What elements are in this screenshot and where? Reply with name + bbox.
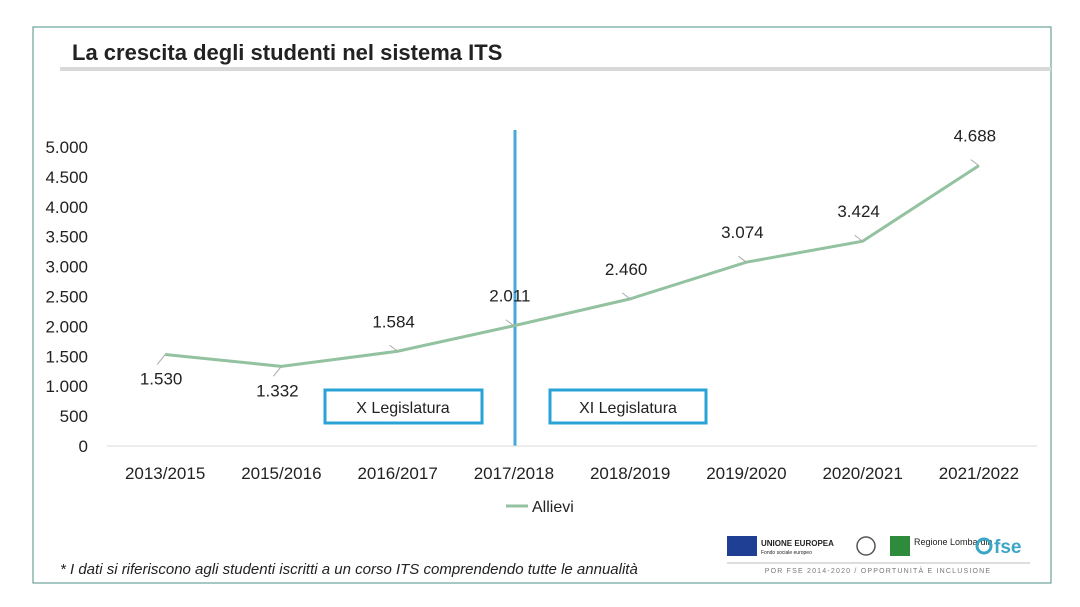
annotation-box [548,388,708,425]
data-label: 1.530 [140,370,183,389]
annotation: X Legislatura [356,400,449,417]
y-tick-label: 1.000 [45,377,88,396]
data-label: 4.688 [954,127,997,146]
leader-line [272,366,282,377]
footnote: * I dati si riferiscono agli studenti is… [60,561,638,578]
y-tick-label: 2.500 [45,288,88,307]
x-tick-label: 2013/2015 [125,464,205,483]
x-tick-label: 2021/2022 [939,464,1019,483]
eu-flag [727,536,757,556]
eu-logo-text: UNIONE EUROPEA [761,539,834,548]
line [164,164,980,368]
data-label: 3.424 [837,202,880,221]
x-tick-label: 2015/2016 [241,464,321,483]
data-label: 2.011 [489,287,530,306]
leader-line [621,292,631,300]
leader-line [970,159,980,167]
x-tick-label: 2018/2019 [590,464,670,483]
annotation-box [323,388,484,425]
y-tick-label: 4.000 [45,198,88,217]
leader-line [389,344,398,352]
program-text: POR FSE 2014-2020 / OPPORTUNITÀ E INCLUS… [765,566,992,575]
y-tick-label: 3.500 [45,228,88,247]
fse-text: fse [994,537,1021,558]
leader-line [738,255,747,263]
annotation: XI Legislatura [579,400,677,417]
x-tick-label: 2017/2018 [474,464,554,483]
y-tick-label: 4.500 [45,168,88,187]
data-label: 1.332 [256,381,299,400]
leader-line [156,354,166,365]
legend-label: Allievi [532,499,574,516]
x-tick-label: 2016/2017 [357,464,437,483]
data-label: 2.460 [605,260,648,279]
y-tick-label: 1.500 [45,347,88,366]
y-tick-label: 3.000 [45,258,88,277]
data-label: 3.074 [721,223,764,242]
leader-line [854,234,863,242]
y-tick-label: 500 [60,407,88,426]
x-tick-label: 2019/2020 [706,464,786,483]
emblem [856,536,876,556]
region-text: Regione Lombardia [914,537,993,547]
x-tick-label: 2020/2021 [822,464,902,483]
y-tick-label: 2.000 [45,317,88,336]
leader-line [505,319,515,327]
region-icon [890,536,910,556]
fse-icon [975,537,993,555]
logos: UNIONE EUROPEA Fondo sociale europeo Reg… [727,536,1030,575]
frame [32,26,1052,584]
data-label: 1.584 [372,312,415,331]
y-tick-label: 5.000 [45,138,88,157]
title-rule [60,67,1051,71]
y-tick-label: 0 [79,437,88,456]
title: La crescita degli studenti nel sistema I… [72,40,502,65]
eu-logo-sub: Fondo sociale europeo [761,550,812,556]
